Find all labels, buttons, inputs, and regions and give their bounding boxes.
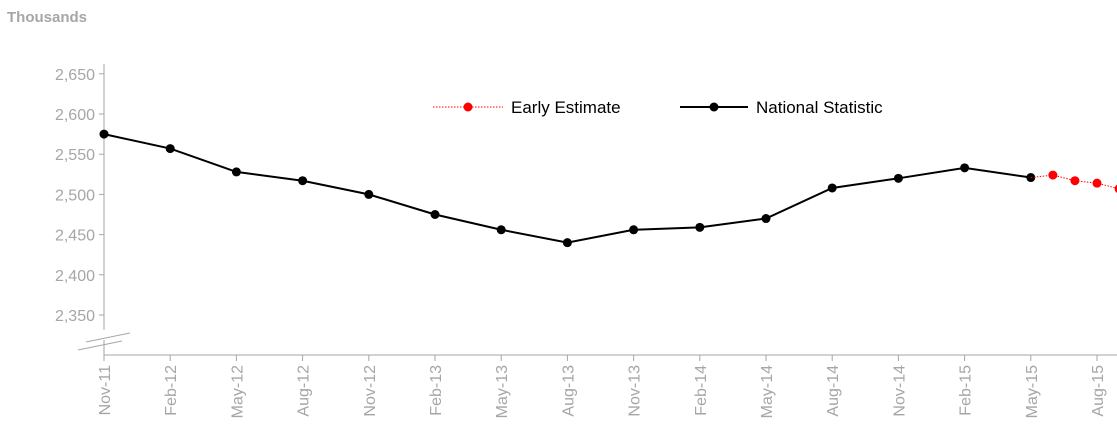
data-point — [761, 214, 771, 224]
x-tick-label: Nov-12 — [362, 365, 379, 417]
y-tick-label: 2,650 — [55, 67, 95, 84]
data-point — [1092, 178, 1102, 188]
legend-marker-early-estimate — [463, 102, 473, 112]
data-point — [231, 167, 241, 177]
data-point — [1070, 176, 1080, 186]
series-early-estimate — [1030, 170, 1117, 193]
legend-label-early-estimate: Early Estimate — [511, 98, 621, 117]
x-tick-label: Nov-13 — [627, 365, 644, 417]
data-point — [629, 225, 639, 235]
data-point — [1048, 170, 1058, 180]
axes: 2,350 2,400 2,450 2,500 2,550 2,600 2,650 Nov-1… — [55, 64, 1117, 418]
data-point — [827, 183, 837, 193]
axis-break-mark — [77, 340, 123, 351]
x-tick-label: Feb-13 — [428, 365, 445, 416]
data-point — [496, 225, 506, 235]
x-tick-label: May-13 — [494, 365, 511, 418]
y-tick-label: 2,600 — [55, 107, 95, 124]
x-tick-label: Feb-14 — [693, 365, 710, 416]
x-tick-label: May-12 — [229, 365, 246, 418]
data-point — [1114, 184, 1117, 193]
data-point — [298, 176, 308, 186]
data-point — [364, 189, 374, 199]
x-tick-label: Feb-15 — [958, 365, 975, 416]
y-tick-label: 2,450 — [55, 228, 95, 245]
y-tick-label: 2,550 — [55, 147, 95, 164]
data-point — [430, 210, 440, 219]
legend-marker-national-statistic — [709, 102, 719, 112]
x-tick-label: Nov-14 — [891, 365, 908, 417]
series-national-statistic — [99, 129, 1036, 248]
data-point — [960, 163, 970, 173]
y-tick-label: 2,500 — [55, 187, 95, 204]
x-tick-label: Aug-15 — [1090, 365, 1107, 417]
data-point — [695, 222, 705, 232]
data-point — [99, 129, 109, 139]
legend-label-national-statistic: National Statistic — [756, 98, 883, 117]
y-axis-unit-label: Thousands — [7, 9, 88, 26]
x-tick-label: May-15 — [1024, 365, 1041, 418]
x-tick-label: Nov-11 — [97, 365, 114, 415]
x-tick-label: Aug-14 — [825, 365, 842, 417]
legend: Early Estimate National Statistic — [433, 98, 883, 117]
data-point — [562, 238, 572, 248]
y-tick-label: 2,350 — [55, 308, 95, 325]
x-tick-label: Feb-12 — [163, 365, 180, 416]
x-tick-label: Aug-13 — [560, 365, 577, 417]
data-point — [893, 173, 903, 183]
x-tick-label: Aug-12 — [296, 365, 313, 417]
data-point — [165, 144, 175, 154]
series-line — [103, 133, 1031, 244]
x-tick-label: May-14 — [759, 365, 776, 418]
y-tick-label: 2,400 — [55, 268, 95, 285]
axis-break-mark — [85, 332, 131, 343]
